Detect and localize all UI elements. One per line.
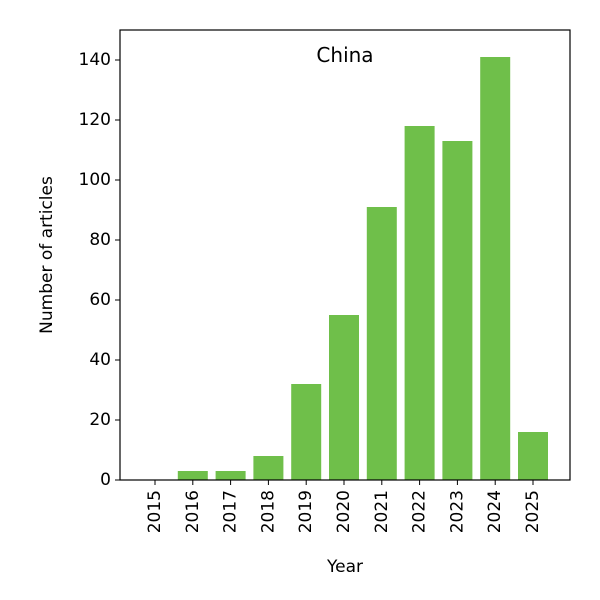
x-tick-label: 2020 <box>334 490 354 533</box>
x-tick-label: 2017 <box>221 490 241 533</box>
y-tick-label: 120 <box>79 110 111 130</box>
plot-frame <box>119 29 571 481</box>
y-tick-label: 100 <box>79 170 111 190</box>
x-axis: 2015 2016 2017 2018 2019 2020 2021 2022 2023 2024… <box>145 480 543 533</box>
y-tick-label: 20 <box>89 410 111 430</box>
x-tick-label: 2023 <box>447 490 467 533</box>
y-tick-label: 140 <box>79 50 111 70</box>
bar-2019 <box>291 384 322 480</box>
chart-title: China <box>316 43 373 67</box>
x-tick-label: 2015 <box>145 490 165 533</box>
bar-2017 <box>215 471 246 480</box>
bar-2020 <box>329 315 359 480</box>
bar-2022 <box>404 126 435 480</box>
x-tick-label: 2019 <box>296 490 316 533</box>
x-tick-label: 2021 <box>372 490 392 533</box>
bars-group <box>177 57 548 480</box>
y-axis-label: Number of articles <box>37 176 57 334</box>
x-tick-label: 2022 <box>410 490 430 533</box>
x-tick-label: 2025 <box>523 490 543 533</box>
x-tick-label: 2024 <box>485 490 505 533</box>
y-axis: 0 20 40 60 80 100 120 140 <box>79 50 120 490</box>
x-tick-label: 2016 <box>183 490 203 533</box>
bar-2021 <box>366 207 397 480</box>
y-tick-label: 40 <box>89 350 111 370</box>
bar-2018 <box>253 456 284 480</box>
y-tick-label: 60 <box>89 290 111 310</box>
bar-2024 <box>480 57 511 480</box>
bar-2025 <box>518 432 548 480</box>
x-tick-label: 2018 <box>258 490 278 533</box>
y-tick-label: 0 <box>100 470 111 490</box>
bar-2023 <box>442 141 473 480</box>
x-axis-label: Year <box>326 557 363 577</box>
bar-2016 <box>177 471 208 480</box>
y-tick-label: 80 <box>89 230 111 250</box>
